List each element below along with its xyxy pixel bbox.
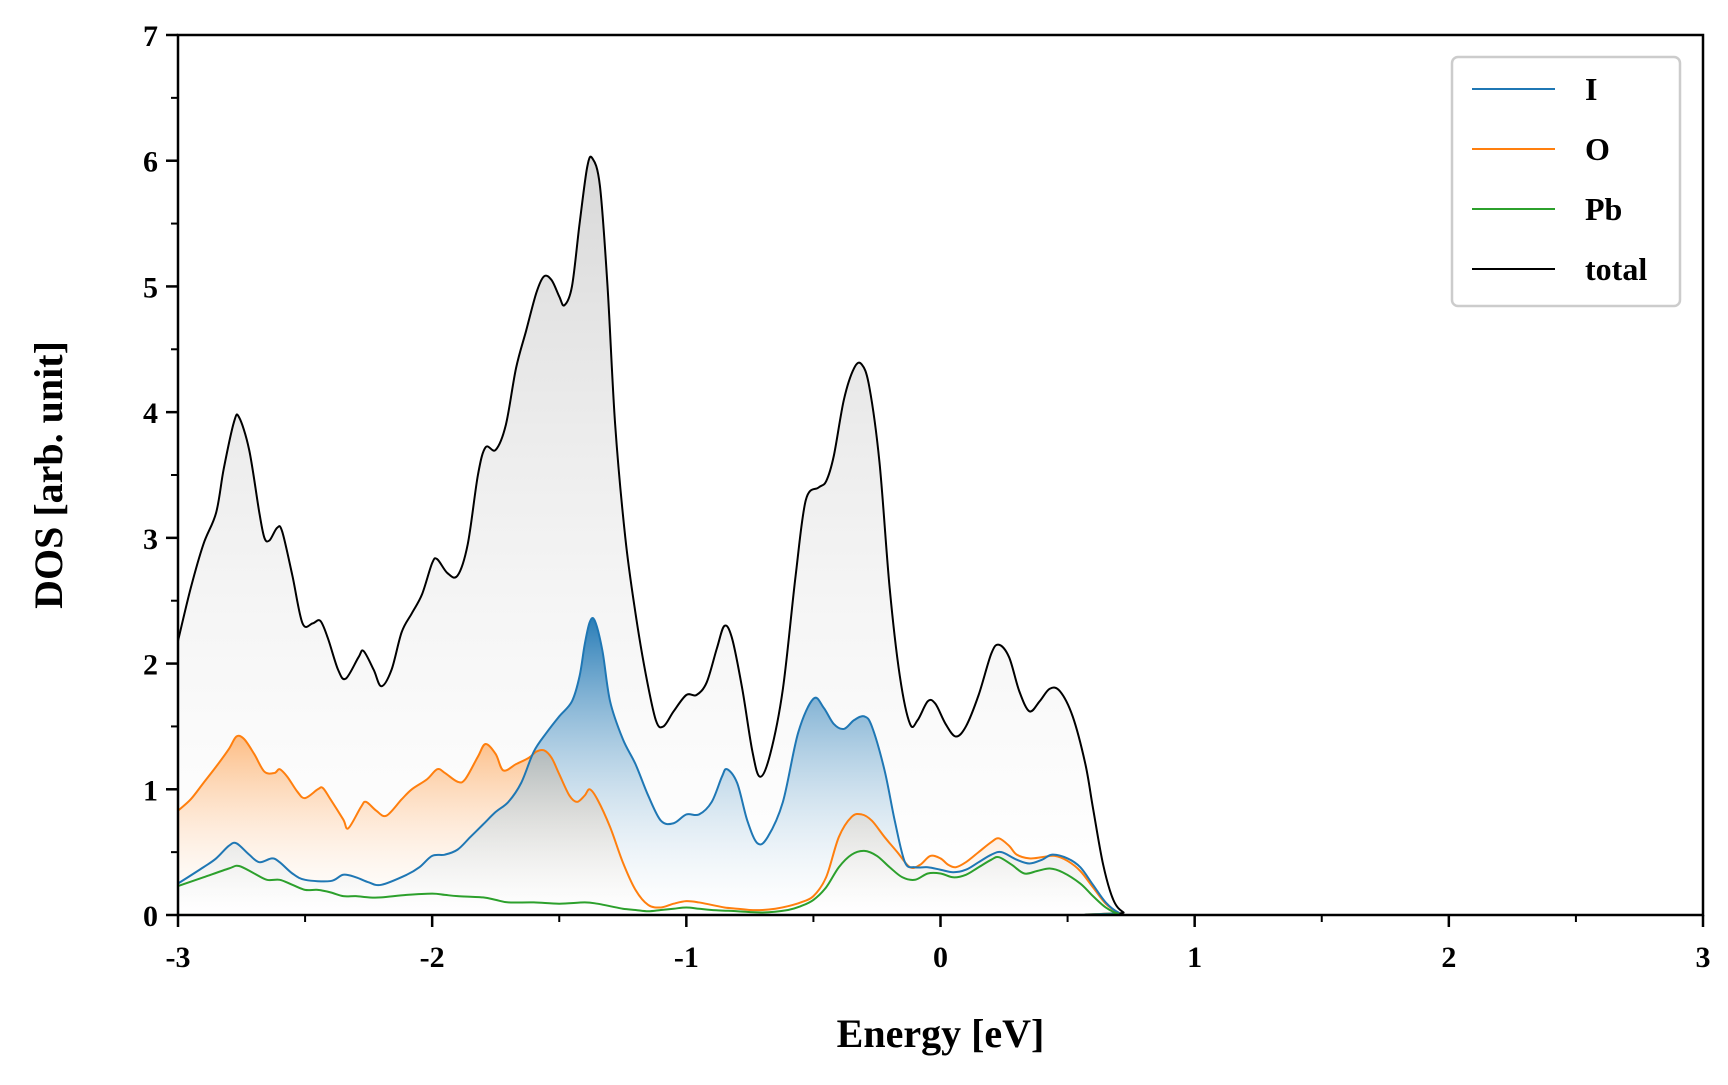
y-tick-label: 2	[143, 649, 158, 682]
ticks-layer: -3 -2 -1 0 1 2 3 0 1 2 3 4 5 6 7	[143, 20, 1711, 974]
series-line-total	[177, 155, 1703, 917]
y-tick-label: 3	[143, 523, 158, 556]
legend-label-pb: Pb	[1585, 191, 1622, 227]
y-tick-label: 4	[143, 397, 158, 430]
x-tick-label: -2	[420, 941, 445, 974]
series-line-i	[177, 617, 1703, 917]
fills-layer	[178, 156, 1703, 915]
x-tick-label: 0	[933, 941, 948, 974]
legend-label-i: I	[1585, 71, 1597, 107]
series-line-o	[177, 734, 1703, 917]
legend-label-total: total	[1585, 251, 1647, 287]
y-tick-label: 0	[143, 900, 158, 933]
lines-layer	[177, 155, 1703, 917]
x-axis-label: Energy [eV]	[837, 1011, 1045, 1056]
y-tick-label: 6	[143, 146, 158, 179]
legend: IO Pb total	[1450, 55, 1682, 308]
legend-box	[1450, 55, 1682, 308]
x-tick-label: -3	[166, 941, 191, 974]
series-fill-i	[178, 618, 1703, 915]
y-tick-label: 1	[143, 774, 158, 807]
x-tick-label: 1	[1187, 941, 1202, 974]
y-axis-label: DOS [arb. unit]	[26, 341, 71, 609]
y-tick-label: 5	[143, 271, 158, 304]
x-tick-label: 2	[1441, 941, 1456, 974]
x-tick-label: 3	[1696, 941, 1711, 974]
x-tick-label: -1	[674, 941, 699, 974]
legend-label-o: O	[1585, 131, 1610, 167]
series-line-pb	[177, 849, 1703, 917]
y-tick-label: 7	[143, 20, 158, 53]
